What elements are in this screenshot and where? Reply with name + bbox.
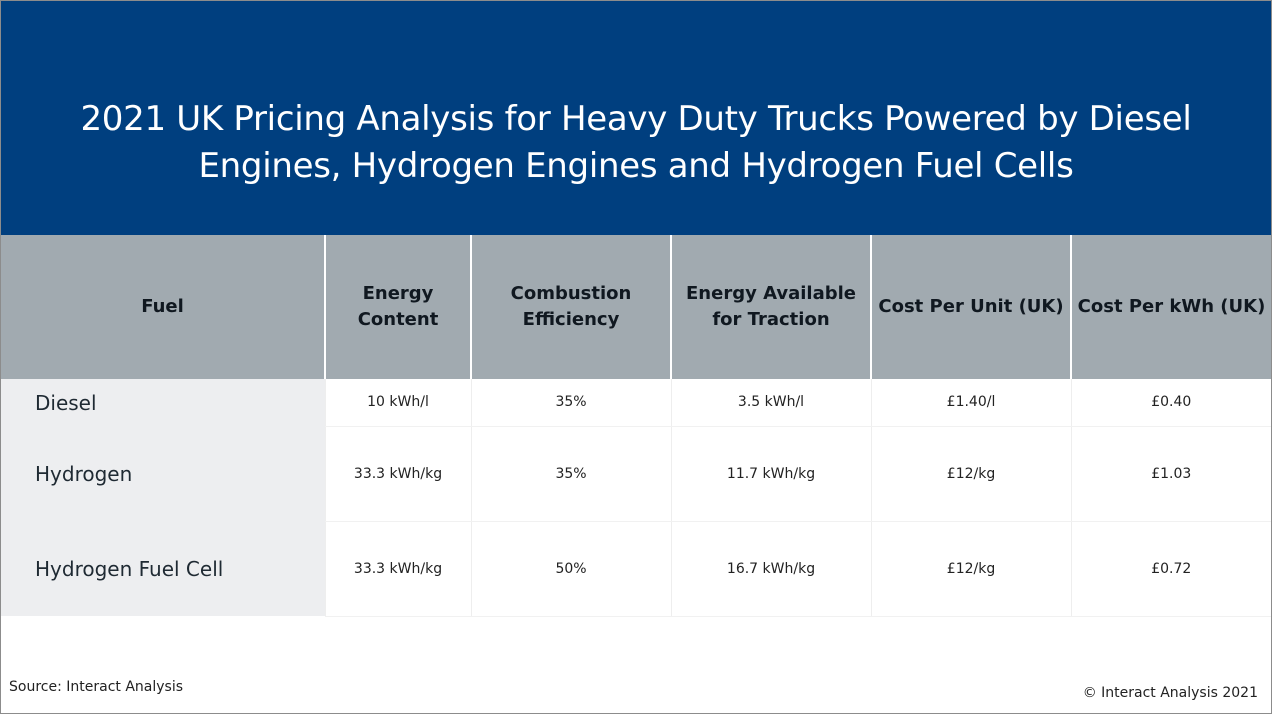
cell-combustion-efficiency: 50%	[470, 521, 671, 617]
cell-fuel: Hydrogen	[1, 426, 325, 521]
cell-energy-content: 33.3 kWh/kg	[324, 521, 471, 617]
source-note: Source: Interact Analysis	[9, 679, 184, 695]
header-cost-per-unit: Cost Per Unit (UK)	[870, 235, 1071, 379]
cell-cost-per-unit: £12/kg	[870, 426, 1071, 522]
cell-fuel: Hydrogen Fuel Cell	[1, 521, 325, 616]
slide-title: 2021 UK Pricing Analysis for Heavy Duty …	[80, 99, 1192, 186]
pricing-table: Fuel Energy Content Combustion Efficienc…	[1, 235, 1271, 617]
header-energy-available: Energy Available for Traction	[670, 235, 871, 379]
header-energy-content: Energy Content	[324, 235, 471, 379]
cell-cost-per-kwh: £1.03	[1070, 426, 1271, 522]
table-row: Hydrogen Fuel Cell 33.3 kWh/kg 50% 16.7 …	[1, 521, 1271, 617]
cell-energy-available: 11.7 kWh/kg	[670, 426, 871, 522]
cell-cost-per-kwh: £0.40	[1070, 379, 1271, 427]
cell-energy-available: 3.5 kWh/l	[670, 379, 871, 427]
cell-cost-per-unit: £12/kg	[870, 521, 1071, 617]
table-header-row: Fuel Energy Content Combustion Efficienc…	[1, 235, 1271, 379]
cell-combustion-efficiency: 35%	[470, 379, 671, 427]
title-band: 2021 UK Pricing Analysis for Heavy Duty …	[1, 1, 1271, 235]
cell-energy-available: 16.7 kWh/kg	[670, 521, 871, 617]
cell-cost-per-unit: £1.40/l	[870, 379, 1071, 427]
cell-cost-per-kwh: £0.72	[1070, 521, 1271, 617]
header-combustion-efficiency: Combustion Efficiency	[470, 235, 671, 379]
table-row: Diesel 10 kWh/l 35% 3.5 kWh/l £1.40/l £0…	[1, 379, 1271, 427]
cell-combustion-efficiency: 35%	[470, 426, 671, 522]
header-cost-per-kwh: Cost Per kWh (UK)	[1070, 235, 1271, 379]
table-row: Hydrogen 33.3 kWh/kg 35% 11.7 kWh/kg £12…	[1, 426, 1271, 522]
header-fuel: Fuel	[1, 235, 325, 379]
cell-fuel: Diesel	[1, 379, 325, 426]
cell-energy-content: 10 kWh/l	[324, 379, 471, 427]
cell-energy-content: 33.3 kWh/kg	[324, 426, 471, 522]
copyright-note: © Interact Analysis 2021	[1082, 685, 1258, 701]
